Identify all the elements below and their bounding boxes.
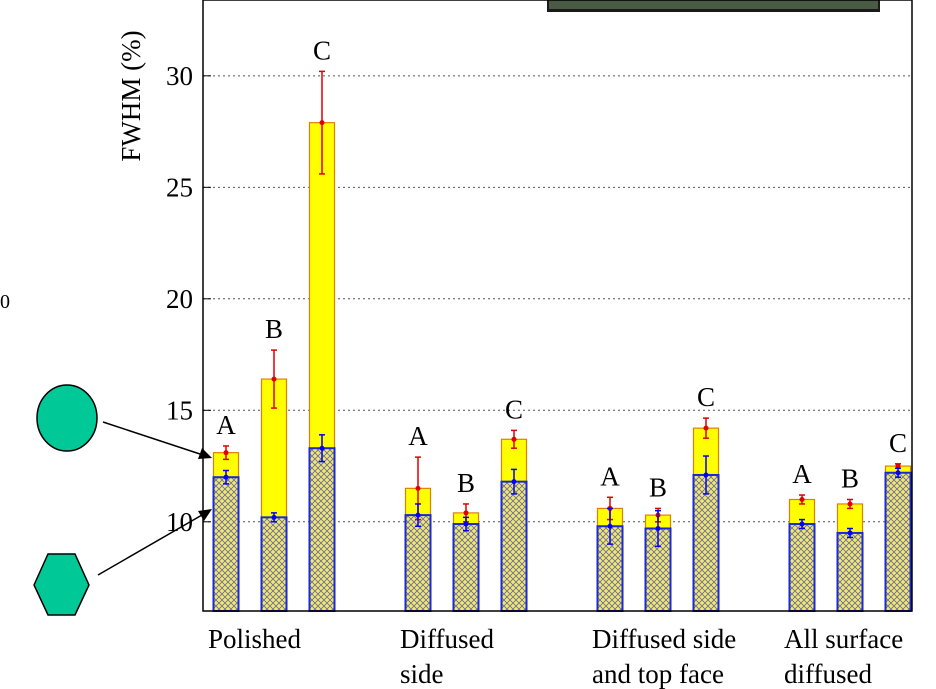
error-point: [512, 437, 517, 442]
bar-label: C: [697, 382, 715, 412]
bar-label: B: [457, 468, 475, 498]
bar: [694, 475, 719, 611]
error-point: [464, 522, 469, 527]
error-point: [704, 426, 709, 431]
y-tick-label: 25: [166, 172, 193, 202]
arrow-head: [198, 448, 212, 459]
group-label: All surface: [784, 624, 903, 654]
bar: [406, 515, 431, 611]
group-label: side: [400, 659, 444, 689]
chart: 0 FWHM (%) 1015202530ABCABCABCABCPolishe…: [0, 0, 936, 689]
arrow-line: [103, 422, 203, 455]
hexagon-icon: [34, 554, 89, 615]
error-point: [272, 377, 277, 382]
plot-area: [203, 71, 912, 611]
y-tick-label: 10: [166, 507, 193, 537]
error-point: [704, 472, 709, 477]
error-point: [656, 526, 661, 531]
error-point: [272, 515, 277, 520]
bar-label: A: [792, 459, 812, 489]
circle-icon: [37, 385, 97, 451]
y-tick-label: 30: [166, 61, 193, 91]
error-point: [896, 470, 901, 475]
error-point: [800, 497, 805, 502]
arrow-head: [198, 509, 212, 521]
group-label: Polished: [208, 624, 302, 654]
bar-label: C: [313, 35, 331, 65]
error-point: [320, 120, 325, 125]
bar-label: C: [505, 394, 523, 424]
bar-label: B: [649, 472, 667, 502]
bar: [454, 524, 479, 611]
bar-label: C: [889, 428, 907, 458]
error-point: [416, 513, 421, 518]
error-point: [224, 450, 229, 455]
bar: [310, 448, 335, 611]
bar-label: B: [265, 314, 283, 344]
group-label: and top face: [592, 659, 724, 689]
error-point: [512, 479, 517, 484]
bar: [838, 533, 863, 611]
group-label: Diffused: [400, 624, 494, 654]
error-point: [224, 475, 229, 480]
bar-label: A: [216, 410, 236, 440]
bar: [790, 524, 815, 611]
group-label: Diffused side: [592, 624, 736, 654]
bar-label: B: [841, 464, 859, 494]
error-point: [320, 446, 325, 451]
error-point: [848, 501, 853, 506]
group-label: diffused: [784, 659, 872, 689]
y-axis-label: FWHM (%): [116, 30, 146, 161]
bar-label: A: [408, 421, 428, 451]
bar: [262, 517, 287, 611]
cropped-text: 0: [0, 291, 10, 313]
bar: [886, 473, 911, 611]
error-point: [464, 510, 469, 515]
image-fragment: [549, 0, 878, 9]
error-point: [416, 486, 421, 491]
error-point: [848, 530, 853, 535]
bar: [502, 482, 527, 611]
bar-label: A: [600, 461, 620, 491]
error-point: [800, 522, 805, 527]
error-point: [608, 524, 613, 529]
y-tick-label: 15: [166, 395, 193, 425]
bar: [214, 477, 239, 611]
y-tick-label: 20: [166, 284, 193, 314]
